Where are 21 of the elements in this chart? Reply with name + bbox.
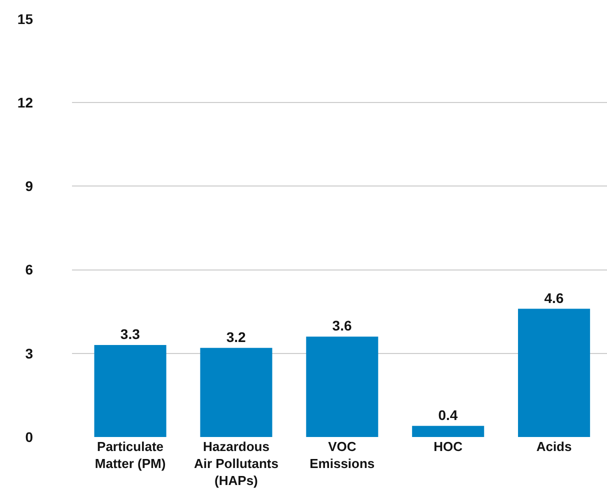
y-tick-label: 3 bbox=[25, 345, 34, 362]
bar bbox=[200, 348, 272, 437]
data-label: 3.2 bbox=[226, 328, 246, 345]
bar bbox=[306, 336, 378, 437]
data-label: 3.6 bbox=[332, 318, 352, 334]
bar bbox=[94, 345, 166, 437]
x-tick-label: Hazardous Air Pollutants (HAPs) bbox=[194, 439, 278, 488]
y-tick-label: 6 bbox=[25, 262, 34, 278]
x-tick-label: HOC bbox=[434, 439, 464, 454]
bar bbox=[412, 426, 484, 437]
y-tick-label: 12 bbox=[17, 94, 34, 110]
x-tick-label: Acids bbox=[536, 439, 572, 454]
y-tick-label: 15 bbox=[17, 10, 34, 27]
data-label: 0.4 bbox=[438, 406, 458, 423]
x-tick-label: VOC Emissions bbox=[310, 439, 375, 471]
y-tick-label: 9 bbox=[25, 178, 34, 194]
y-tick-label: 0 bbox=[25, 428, 34, 445]
bar bbox=[518, 308, 590, 437]
x-tick-label: Particulate Matter (PM) bbox=[94, 439, 166, 471]
data-label: 4.6 bbox=[544, 290, 564, 306]
data-label: 3.3 bbox=[120, 326, 140, 342]
